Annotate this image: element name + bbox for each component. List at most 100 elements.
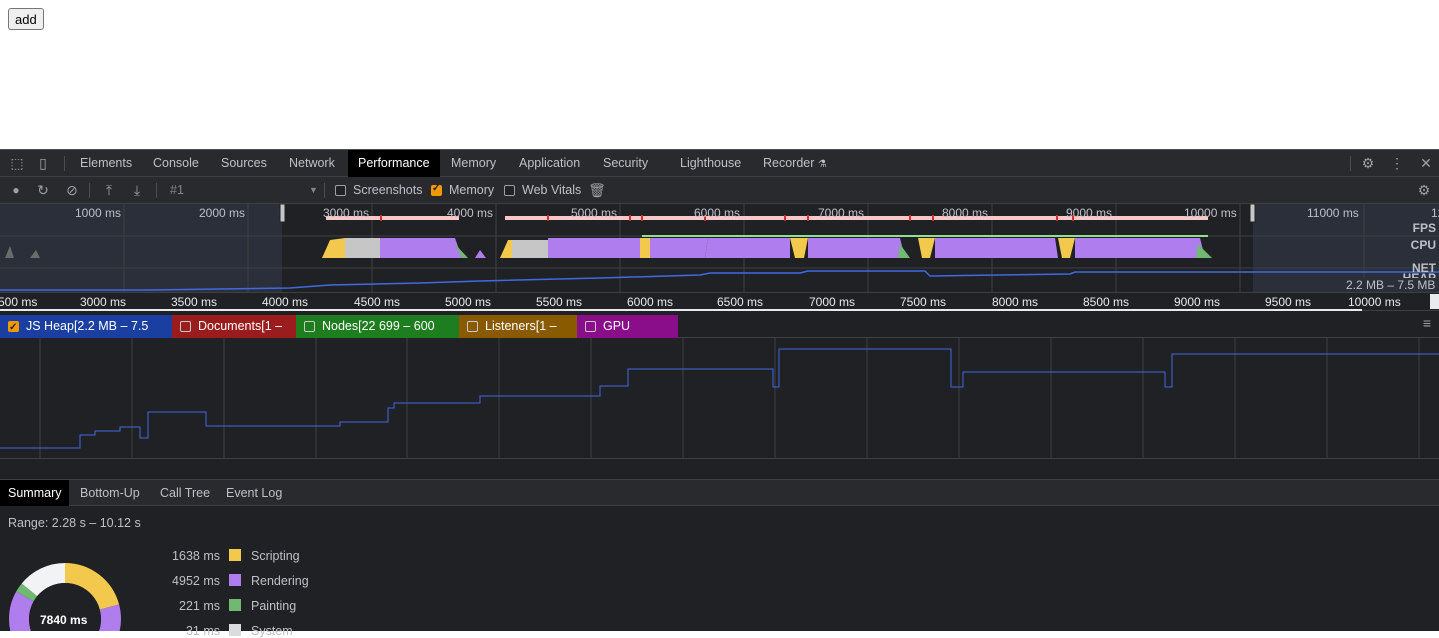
scripting-swatch [229, 549, 241, 561]
tab-summary[interactable]: Summary [0, 480, 70, 506]
ruler-label: 6500 ms [717, 295, 764, 309]
fps-track-label: FPS [1412, 221, 1436, 235]
summary-range: Range: 2.28 s – 10.12 s [8, 516, 141, 530]
summary-pie-chart [9, 563, 121, 631]
devtools-tabbar: ⬚ ▯ Elements Console Sources Network Per… [0, 150, 1439, 177]
ruler-label: 7500 ms [900, 295, 947, 309]
inspected-page: add [0, 0, 1439, 149]
js-heap-checkbox[interactable] [8, 316, 19, 339]
overview-time-label: 2000 ms [199, 206, 246, 220]
listeners-checkbox[interactable] [467, 321, 478, 332]
gpu-memory-checkbox[interactable] [585, 321, 596, 332]
tab-call-tree[interactable]: Call Tree [160, 486, 211, 500]
overview-time-label: 9000 ms [1066, 206, 1113, 220]
recording-select-arrow-icon[interactable]: ▼ [309, 185, 318, 195]
inspect-element-icon[interactable]: ⬚ [10, 155, 24, 171]
tab-recorder-label: Recorder [763, 156, 815, 170]
net-track-label: NET [1412, 261, 1436, 275]
heap-range-label: 2.2 MB – 7.5 MB [1343, 278, 1439, 292]
tab-console[interactable]: Console [153, 156, 199, 170]
ruler-label: 4500 ms [354, 295, 401, 309]
ruler-label: 6000 ms [627, 295, 674, 309]
counter-js-heap[interactable]: JS Heap[2.2 MB – 7.5 MB] [0, 315, 172, 356]
overview-time-label: 10000 ms [1184, 206, 1237, 220]
tab-network[interactable]: Network [289, 156, 335, 170]
counter-gpu-memory[interactable]: GPU Memory [577, 315, 678, 356]
webvitals-checkbox[interactable] [504, 185, 515, 196]
toolbar-divider [89, 183, 90, 198]
tab-event-log[interactable]: Event Log [226, 486, 283, 500]
reload-record-icon[interactable]: ↻ [37, 182, 49, 198]
tab-application[interactable]: Application [519, 156, 581, 170]
save-profile-icon[interactable]: ⤓ [133, 182, 141, 198]
more-options-icon[interactable]: ⋮ [1390, 155, 1404, 171]
overview-time-label: 8000 ms [942, 206, 989, 220]
close-devtools-icon[interactable]: ✕ [1420, 155, 1432, 171]
screenshots-checkbox[interactable] [335, 185, 346, 196]
tab-memory[interactable]: Memory [451, 156, 497, 170]
ruler-label: 8000 ms [992, 295, 1039, 309]
overview-time-label: 5000 ms [571, 206, 618, 220]
timeline-ruler: 500 ms 3000 ms 3500 ms 4000 ms 4500 ms 5… [0, 293, 1439, 311]
screenshots-label[interactable]: Screenshots [353, 183, 423, 197]
tab-elements[interactable]: Elements [80, 156, 133, 170]
summary-total: 7840 ms [40, 613, 88, 627]
documents-checkbox[interactable] [180, 321, 191, 332]
tab-security[interactable]: Security [603, 156, 649, 170]
summary-row-name: System [251, 624, 293, 638]
tab-recorder[interactable]: Recorder ⚗ [753, 150, 837, 177]
ruler-label: 5500 ms [536, 295, 583, 309]
overview-time-label: 6000 ms [694, 206, 741, 220]
ruler-label: 3500 ms [171, 295, 218, 309]
cpu-track-label: CPU [1410, 238, 1436, 252]
ruler-scroll-thumb[interactable] [1430, 294, 1439, 309]
summary-row-name: Scripting [251, 549, 300, 563]
recording-select[interactable]: #1 [170, 183, 184, 197]
overview-time-label: 7000 ms [818, 206, 865, 220]
system-swatch [229, 624, 241, 636]
overview-time-label: 4000 ms [447, 206, 494, 220]
collect-garbage-icon[interactable]: 🗑 [588, 182, 606, 198]
counters-menu-icon[interactable]: ≡ [1422, 315, 1431, 331]
ruler-selection-bar [0, 309, 1362, 311]
pie-slice-rendering [9, 563, 121, 631]
ruler-label: 8500 ms [1083, 295, 1130, 309]
tab-sources[interactable]: Sources [221, 156, 267, 170]
counter-nodes[interactable]: Nodes[22 699 – 600 019] [296, 315, 459, 356]
memory-checkbox[interactable] [431, 183, 442, 196]
painting-swatch [229, 599, 241, 611]
counter-documents[interactable]: Documents[1 – 4] [172, 315, 296, 356]
tab-bottom-up[interactable]: Bottom-Up [80, 486, 140, 500]
clear-icon[interactable]: ⊘ [66, 182, 78, 198]
capture-settings-gear-icon[interactable]: ⚙ [1417, 182, 1431, 198]
js-heap-chart[interactable] [0, 338, 1439, 459]
toolbar-divider [324, 183, 325, 198]
memory-label[interactable]: Memory [449, 183, 495, 197]
device-toolbar-icon[interactable]: ▯ [39, 155, 47, 171]
overview-time-label: 11000 ms [1307, 206, 1359, 220]
pie-slice-other [9, 563, 121, 631]
tab-performance[interactable]: Performance [348, 150, 440, 177]
ruler-label: 7000 ms [809, 295, 856, 309]
webvitals-label[interactable]: Web Vitals [522, 183, 582, 197]
js-heap-graph [0, 338, 1439, 459]
summary-pane: Range: 2.28 s – 10.12 s 7840 ms 1638 ms … [0, 506, 1439, 638]
rendering-swatch [229, 574, 241, 586]
ruler-label: 10000 ms [1348, 295, 1401, 309]
memory-counters-bar: JS Heap[2.2 MB – 7.5 MB] Documents[1 – 4… [0, 311, 1439, 356]
overview-time-label: 12 [1431, 206, 1439, 220]
tab-lighthouse[interactable]: Lighthouse [680, 156, 742, 170]
summary-row-name: Painting [251, 599, 297, 613]
settings-gear-icon[interactable]: ⚙ [1361, 155, 1375, 171]
nodes-checkbox[interactable] [304, 321, 315, 332]
load-profile-icon[interactable]: ⤒ [105, 182, 113, 198]
add-button[interactable]: add [8, 8, 44, 30]
timeline-overview[interactable]: 1000 ms 2000 ms 3000 ms 4000 ms 5000 ms … [0, 204, 1439, 293]
ruler-label: 3000 ms [80, 295, 127, 309]
summary-row-ms: 31 ms [185, 624, 220, 638]
devtools-panel: ⬚ ▯ Elements Console Sources Network Per… [0, 149, 1439, 638]
summary-row-ms: 4952 ms [172, 574, 220, 588]
record-icon[interactable]: ● [12, 183, 20, 197]
counter-listeners[interactable]: Listeners[1 – 91] [459, 315, 577, 356]
overview-time-label: 1000 ms [75, 206, 122, 220]
